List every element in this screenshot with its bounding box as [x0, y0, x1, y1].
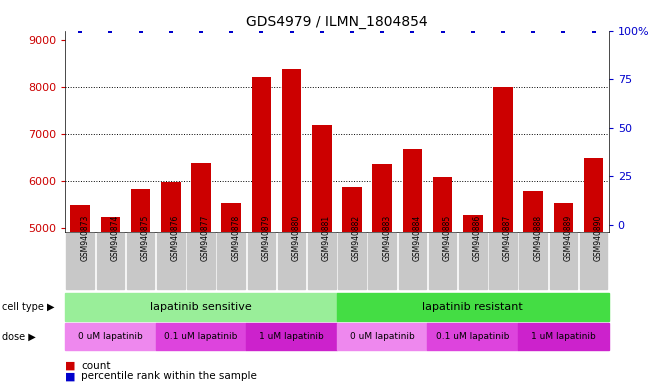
Bar	[553, 203, 573, 384]
Bar	[312, 126, 331, 384]
Point	[196, 28, 206, 34]
Bar	[221, 203, 241, 384]
Text: cell type ▶: cell type ▶	[2, 302, 55, 312]
Point	[377, 28, 387, 34]
Text: GSM940882: GSM940882	[352, 215, 361, 261]
Point	[558, 28, 568, 34]
Bar	[402, 149, 422, 384]
Bar	[493, 86, 513, 384]
Text: GSM940877: GSM940877	[201, 215, 210, 261]
Text: GSM940886: GSM940886	[473, 215, 482, 261]
Point	[75, 28, 85, 34]
Point	[498, 28, 508, 34]
Point	[467, 28, 478, 34]
Text: GDS4979 / ILMN_1804854: GDS4979 / ILMN_1804854	[246, 15, 428, 29]
Text: 0.1 uM lapatinib: 0.1 uM lapatinib	[164, 332, 238, 341]
Text: 0 uM lapatinib: 0 uM lapatinib	[350, 332, 415, 341]
Text: count: count	[81, 361, 111, 371]
Text: GSM940876: GSM940876	[171, 215, 180, 261]
Text: GSM940888: GSM940888	[533, 215, 542, 261]
Text: 0 uM lapatinib: 0 uM lapatinib	[78, 332, 143, 341]
Text: ■: ■	[65, 371, 76, 381]
Point	[226, 28, 236, 34]
Bar	[131, 189, 150, 384]
Bar	[463, 215, 482, 384]
Bar	[70, 205, 90, 384]
Bar	[584, 158, 603, 384]
Bar	[161, 182, 180, 384]
Point	[286, 28, 297, 34]
Text: GSM940880: GSM940880	[292, 215, 301, 261]
Bar	[101, 217, 120, 384]
Text: 1 uM lapatinib: 1 uM lapatinib	[531, 332, 596, 341]
Text: GSM940889: GSM940889	[563, 215, 572, 261]
Point	[256, 28, 267, 34]
Text: GSM940890: GSM940890	[594, 215, 603, 261]
Text: GSM940887: GSM940887	[503, 215, 512, 261]
Point	[528, 28, 538, 34]
Text: GSM940881: GSM940881	[322, 215, 331, 261]
Bar	[282, 69, 301, 384]
Text: GSM940874: GSM940874	[111, 215, 119, 261]
Point	[347, 28, 357, 34]
Text: GSM940883: GSM940883	[382, 215, 391, 261]
Text: 0.1 uM lapatinib: 0.1 uM lapatinib	[436, 332, 510, 341]
Bar	[372, 164, 392, 384]
Point	[316, 28, 327, 34]
Bar	[433, 177, 452, 384]
Text: lapatinib resistant: lapatinib resistant	[422, 302, 523, 312]
Text: percentile rank within the sample: percentile rank within the sample	[81, 371, 257, 381]
Text: GSM940873: GSM940873	[80, 215, 89, 261]
Bar	[251, 77, 271, 384]
Text: GSM940885: GSM940885	[443, 215, 452, 261]
Bar	[523, 191, 543, 384]
Point	[589, 28, 599, 34]
Point	[407, 28, 417, 34]
Point	[165, 28, 176, 34]
Text: GSM940884: GSM940884	[412, 215, 421, 261]
Text: GSM940875: GSM940875	[141, 215, 150, 261]
Text: lapatinib sensitive: lapatinib sensitive	[150, 302, 252, 312]
Text: dose ▶: dose ▶	[2, 331, 36, 341]
Text: GSM940879: GSM940879	[262, 215, 270, 261]
Text: ■: ■	[65, 361, 76, 371]
Point	[105, 28, 116, 34]
Point	[437, 28, 448, 34]
Text: GSM940878: GSM940878	[231, 215, 240, 261]
Bar	[191, 163, 211, 384]
Text: 1 uM lapatinib: 1 uM lapatinib	[259, 332, 324, 341]
Bar	[342, 187, 362, 384]
Point	[135, 28, 146, 34]
